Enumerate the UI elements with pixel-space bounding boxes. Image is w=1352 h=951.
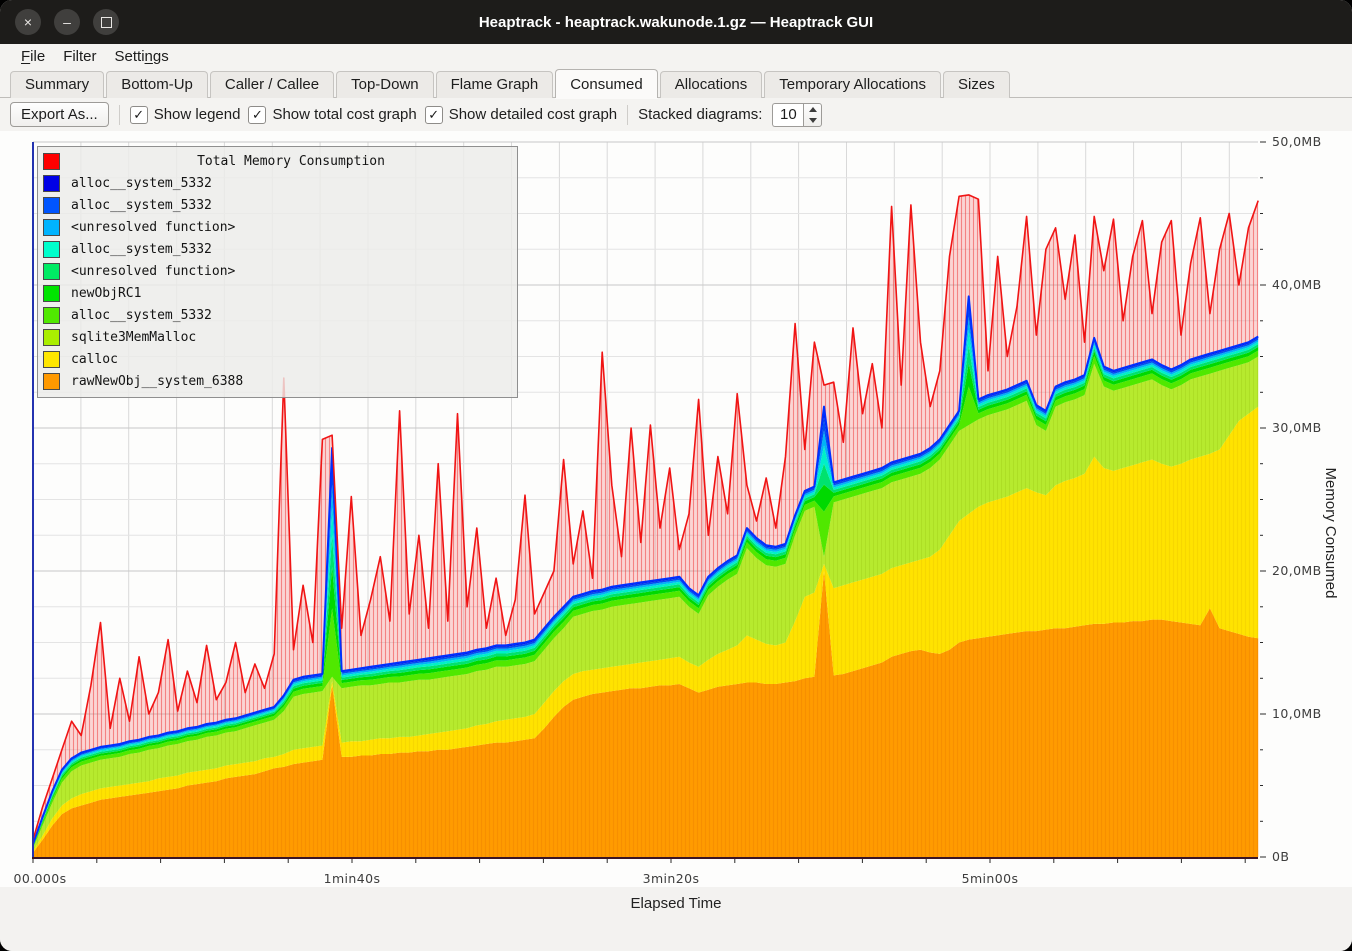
legend-label: calloc: [71, 351, 118, 367]
legend-label: newObjRC1: [71, 285, 142, 301]
tab-bar: Summary Bottom-Up Caller / Callee Top-Down F…: [0, 69, 1352, 98]
tab-bottom-up[interactable]: Bottom-Up: [106, 71, 208, 98]
maximize-button[interactable]: [93, 9, 119, 35]
menu-filter[interactable]: Filter: [63, 48, 97, 65]
legend-item: <unresolved function>: [43, 216, 511, 238]
legend-item: alloc__system_5332: [43, 238, 511, 260]
tab-top-down[interactable]: Top-Down: [336, 71, 434, 98]
title-bar: × – Heaptrack - heaptrack.wakunode.1.gz …: [0, 0, 1352, 44]
legend-label: sqlite3MemMalloc: [71, 329, 197, 345]
checkbox-label: Show total cost graph: [272, 106, 417, 123]
window-controls: × –: [15, 9, 119, 35]
checkbox-box[interactable]: ✓: [129, 105, 148, 124]
checkbox-box[interactable]: ✓: [248, 105, 267, 124]
legend-swatch: [43, 350, 60, 368]
y-tick-label: 0B: [1272, 849, 1289, 864]
maximize-icon: [100, 16, 112, 28]
legend-swatch: [43, 240, 60, 258]
legend-item: calloc: [43, 348, 511, 370]
legend-label: Total Memory Consumption: [197, 153, 385, 169]
checkbox-show-legend[interactable]: ✓ Show legend: [129, 105, 241, 124]
legend-item: newObjRC1: [43, 282, 511, 304]
tab-consumed[interactable]: Consumed: [555, 69, 658, 98]
x-tick-label: 5min00s: [962, 871, 1019, 886]
checkbox-group: ✓ Show legend ✓ Show total cost graph ✓ Show …: [129, 105, 618, 124]
checkbox-label: Show detailed cost graph: [448, 106, 618, 123]
y-tick-label: 10,0MB: [1272, 706, 1322, 721]
legend-item: alloc__system_5332: [43, 172, 511, 194]
legend-item: sqlite3MemMalloc: [43, 326, 511, 348]
legend-label: alloc__system_5332: [71, 197, 212, 213]
legend-swatch: [43, 306, 60, 324]
checkbox-box[interactable]: ✓: [424, 105, 443, 124]
chart-legend: Total Memory Consumption alloc__system_53…: [37, 146, 518, 398]
legend-item: <unresolved function>: [43, 260, 511, 282]
legend-item: alloc__system_5332: [43, 194, 511, 216]
tab-caller-callee[interactable]: Caller / Callee: [209, 71, 335, 98]
minimize-button[interactable]: –: [54, 9, 80, 35]
legend-label: rawNewObj__system_6388: [71, 373, 244, 389]
memory-consumption-plot[interactable]: 00.000s 1min40s 3min20s 5min00s 0B 10,0MB 20,0…: [0, 131, 1352, 887]
menu-settings[interactable]: Settings: [114, 48, 169, 65]
stacked-diagrams-label: Stacked diagrams:: [638, 106, 763, 123]
legend-label: alloc__system_5332: [71, 307, 212, 323]
spinbox-buttons: [803, 102, 823, 127]
legend-item: alloc__system_5332: [43, 304, 511, 326]
x-tick-label: 3min20s: [643, 871, 700, 886]
consumed-chart[interactable]: 00.000s 1min40s 3min20s 5min00s 0B 10,0MB 20,0…: [0, 131, 1352, 887]
toolbar-separator: [627, 104, 629, 125]
legend-swatch: [43, 328, 60, 346]
x-tick-label: 1min40s: [324, 871, 381, 886]
toolbar: Export As... ✓ Show legend ✓ Show total cos…: [0, 98, 1352, 131]
y-tick-label: 40,0MB: [1272, 277, 1322, 292]
chart-footer: Elapsed Time: [0, 887, 1352, 951]
legend-swatch: [43, 372, 60, 390]
y-tick-label: 50,0MB: [1272, 134, 1322, 149]
legend-swatch: [43, 262, 60, 280]
legend-label: alloc__system_5332: [71, 241, 212, 257]
spin-down-icon: [808, 117, 817, 123]
legend-swatch: [43, 284, 60, 302]
tab-flame-graph[interactable]: Flame Graph: [435, 71, 554, 98]
x-axis-title: Elapsed Time: [630, 895, 722, 912]
toolbar-separator: [118, 104, 120, 125]
spin-up-icon: [808, 106, 817, 112]
spinbox-value[interactable]: 10: [772, 102, 804, 127]
legend-item: Total Memory Consumption: [43, 150, 511, 172]
spin-up-button[interactable]: [804, 104, 821, 115]
tab-summary[interactable]: Summary: [10, 71, 105, 98]
menu-bar: File Filter Settings: [0, 44, 1352, 69]
legend-swatch: [43, 196, 60, 214]
y-tick-label: 30,0MB: [1272, 420, 1322, 435]
export-as-button[interactable]: Export As...: [10, 102, 109, 127]
legend-swatch: [43, 218, 60, 236]
close-button[interactable]: ×: [15, 9, 41, 35]
tab-sizes[interactable]: Sizes: [943, 71, 1010, 98]
legend-label: <unresolved function>: [71, 219, 236, 235]
tab-temporary-allocations[interactable]: Temporary Allocations: [764, 71, 942, 98]
checkbox-show-detailed-cost-graph[interactable]: ✓ Show detailed cost graph: [424, 105, 618, 124]
checkbox-label: Show legend: [153, 106, 241, 123]
y-tick-label: 20,0MB: [1272, 563, 1322, 578]
legend-swatch: [43, 174, 60, 192]
window-title: Heaptrack - heaptrack.wakunode.1.gz — He…: [478, 13, 874, 31]
tab-allocations[interactable]: Allocations: [659, 71, 763, 98]
menu-file[interactable]: File: [21, 48, 46, 65]
legend-item: rawNewObj__system_6388: [43, 370, 511, 392]
y-axis-title: Memory Consumed: [1322, 467, 1339, 599]
checkbox-show-total-cost-graph[interactable]: ✓ Show total cost graph: [248, 105, 417, 124]
spin-down-button[interactable]: [804, 115, 821, 126]
legend-label: alloc__system_5332: [71, 175, 212, 191]
x-tick-label: 00.000s: [13, 871, 66, 886]
stacked-diagrams-spinbox[interactable]: 10: [772, 102, 823, 127]
legend-label: <unresolved function>: [71, 263, 236, 279]
legend-swatch: [43, 152, 60, 170]
